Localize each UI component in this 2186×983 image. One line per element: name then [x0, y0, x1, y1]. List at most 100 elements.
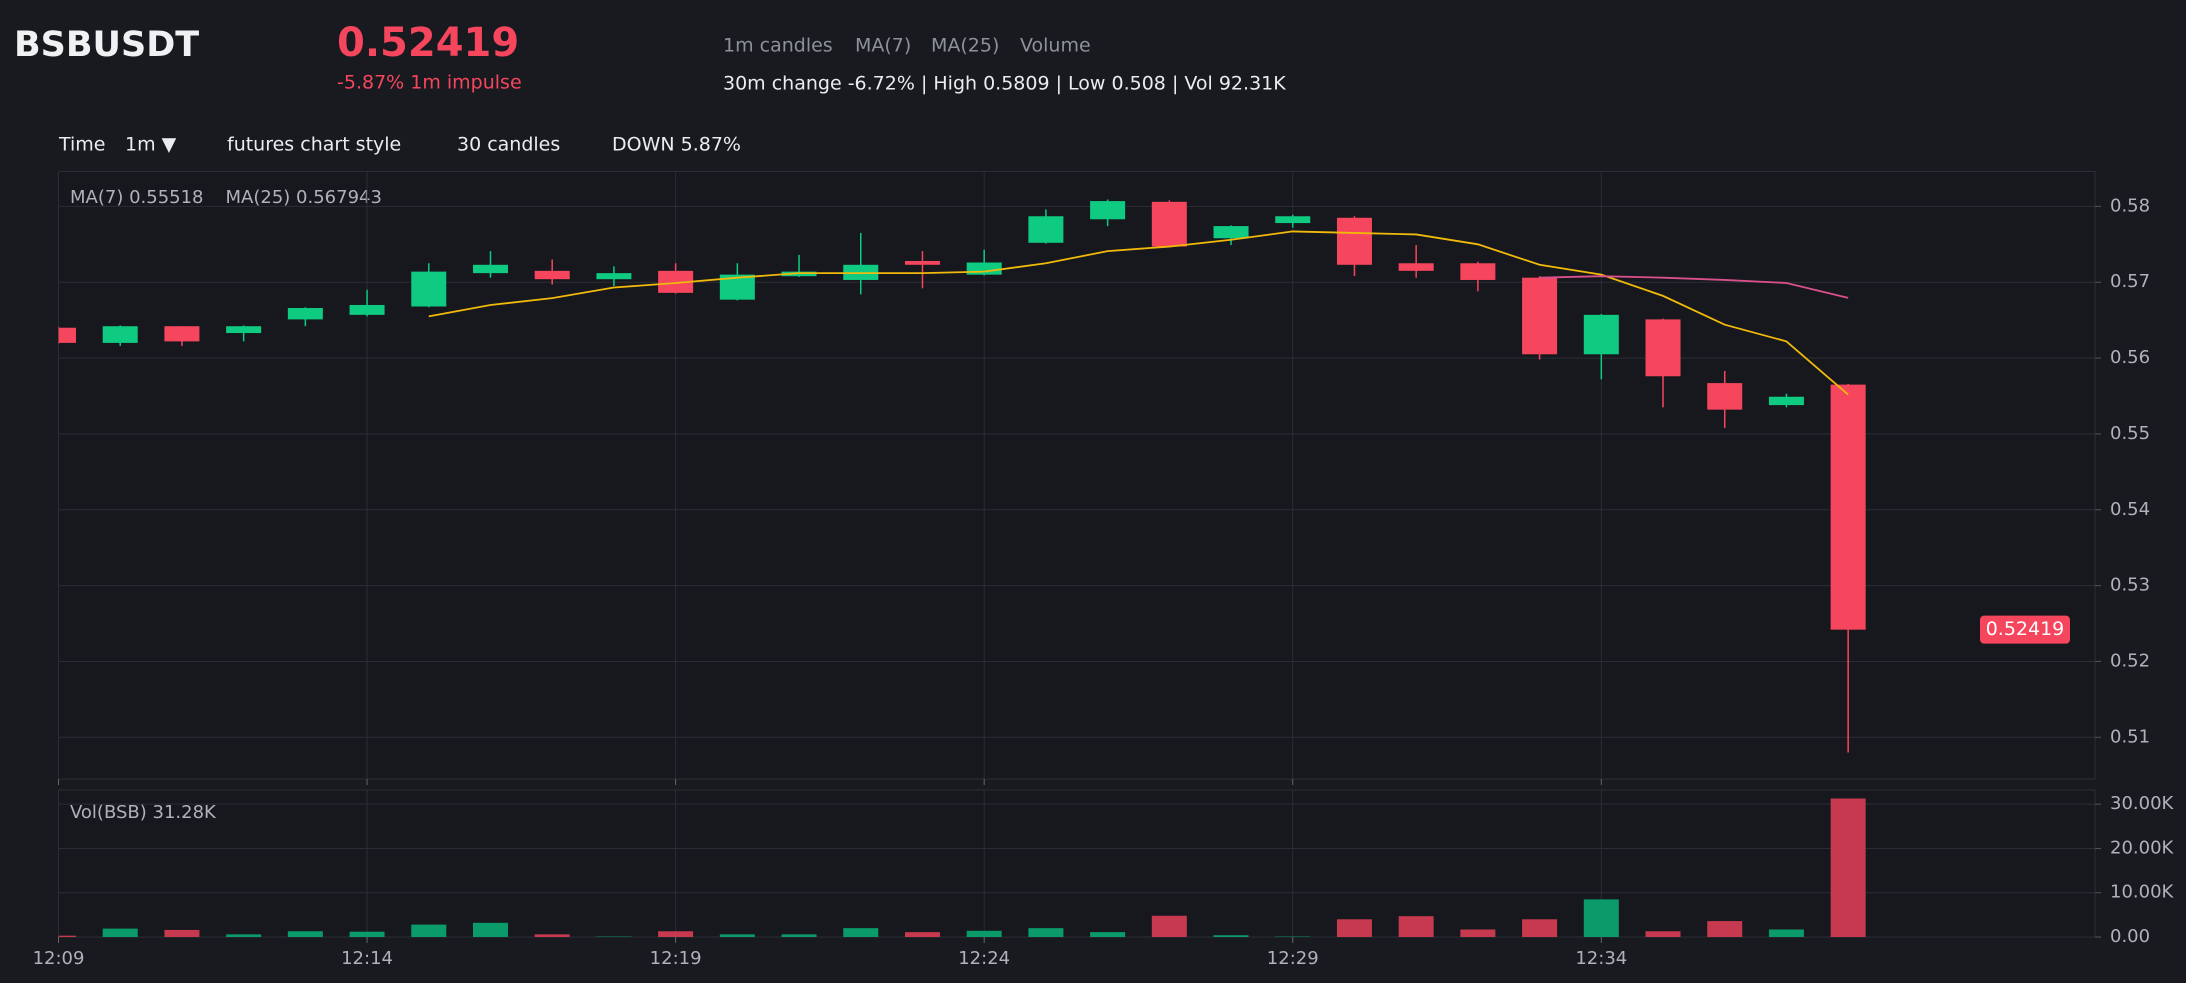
volume-bar [1522, 919, 1558, 937]
candle-body [1522, 277, 1558, 355]
volume-bar [658, 931, 694, 937]
toolbar-count: 30 candles [457, 134, 560, 156]
x-tick-label: 12:34 [1575, 948, 1627, 969]
header-tag: MA(7) [855, 35, 911, 57]
toolbar-label: Time [58, 134, 106, 156]
volume-bar [58, 935, 76, 937]
candle-body [1090, 201, 1126, 220]
header-tag: Volume [1020, 35, 1091, 57]
volume-bar [411, 924, 447, 937]
candle-body [411, 271, 447, 307]
y-tick-label: 30.00K [2110, 793, 2175, 814]
candle-body [1336, 217, 1372, 265]
candle-body [904, 260, 940, 265]
volume-bar [287, 931, 323, 937]
volume-bar [1398, 916, 1434, 937]
impulse: -5.87% 1m impulse [337, 72, 522, 94]
y-tick-label: 0.58 [2110, 195, 2150, 216]
toolbar-style[interactable]: futures chart style [227, 134, 401, 156]
volume-bar [164, 929, 200, 937]
header-tag: 1m candles [723, 35, 833, 57]
header-tag: MA(25) [931, 35, 999, 57]
ma-line [428, 230, 1849, 396]
volume-bar [1090, 932, 1126, 937]
plot-area [58, 199, 1866, 753]
volume-bar [966, 930, 1002, 937]
volume-bar [1768, 929, 1804, 937]
y-tick-label: 20.00K [2110, 837, 2175, 858]
ma-legend: MA(7) 0.55518 MA(25) 0.567943 [70, 187, 382, 208]
legend-name: MA(25) [226, 187, 291, 208]
volume-bar [1460, 929, 1496, 937]
x-tick-label: 12:14 [341, 948, 393, 969]
y-tick-label: 0.51 [2110, 726, 2150, 747]
volume-bar [719, 934, 755, 937]
volume-bar [1830, 798, 1866, 937]
volume-title: Vol(BSB) 31.28K [70, 802, 217, 823]
volume-bar [472, 922, 508, 937]
candle-body [1583, 314, 1619, 355]
candle-body [226, 326, 262, 334]
x-tick-label: 12:29 [1267, 948, 1319, 969]
candle-body [1707, 383, 1743, 410]
interval-select[interactable]: 1m ▼ [125, 134, 177, 156]
volume-bar [1583, 899, 1619, 937]
candle-body [1398, 263, 1434, 271]
candle-body [1645, 319, 1681, 377]
volume-bar [349, 931, 385, 937]
toolbar-direction: DOWN 5.87% [612, 134, 741, 156]
candle-body [1830, 384, 1866, 630]
y-tick-label: 0.57 [2110, 271, 2150, 292]
legend-value: 0.55518 [129, 187, 203, 208]
legend-name: MA(7) [70, 187, 123, 208]
price-panel [58, 171, 2096, 780]
candle-body [1275, 216, 1311, 224]
volume-panel [58, 789, 2096, 938]
candle-body [1213, 226, 1249, 239]
candle-body [58, 327, 76, 343]
candle-body [596, 273, 632, 280]
x-tick-label: 12:24 [958, 948, 1010, 969]
summary: 30m change -6.72% | High 0.5809 | Low 0.… [723, 73, 1286, 95]
candle-body [534, 270, 570, 280]
symbol: BSBUSDT [14, 25, 199, 65]
volume-bar [843, 928, 879, 937]
y-tick-label: 0.56 [2110, 347, 2150, 368]
legend-value: 0.567943 [296, 187, 382, 208]
x-tick-label: 12:09 [33, 948, 85, 969]
y-tick-label: 0.52 [2110, 650, 2150, 671]
candle-body [164, 326, 200, 342]
volume-bar [904, 932, 940, 937]
y-tick-label: 10.00K [2110, 882, 2175, 903]
candle-body [966, 262, 1002, 275]
candle-body [1028, 216, 1064, 243]
candle-body [1460, 263, 1496, 280]
plot-area [58, 798, 1866, 937]
candle-body [287, 308, 323, 320]
volume-bar [1028, 928, 1064, 937]
ma-line [1539, 275, 1849, 299]
volume-bar [781, 934, 817, 937]
volume-bar [1645, 931, 1681, 937]
candle-body [658, 270, 694, 293]
candle-body [349, 304, 385, 315]
last-price: 0.52419 [337, 20, 519, 66]
volume-bar [1151, 915, 1187, 937]
candle-body [472, 264, 508, 274]
candle-body [102, 326, 138, 343]
volume-bar [226, 934, 262, 937]
price-tag: 0.52419 [1986, 618, 2065, 640]
candle-body [1768, 396, 1804, 406]
candle-body [1151, 201, 1187, 247]
volume-bar [102, 928, 138, 937]
volume-bar [534, 934, 570, 937]
y-tick-label: 0.53 [2110, 575, 2150, 596]
volume-bar [1707, 921, 1743, 937]
y-tick-label: 0.00 [2110, 926, 2150, 947]
y-tick-label: 0.55 [2110, 423, 2150, 444]
price-tag-bg [1980, 615, 2070, 644]
x-tick-label: 12:19 [650, 948, 702, 969]
volume-bar [1336, 919, 1372, 937]
